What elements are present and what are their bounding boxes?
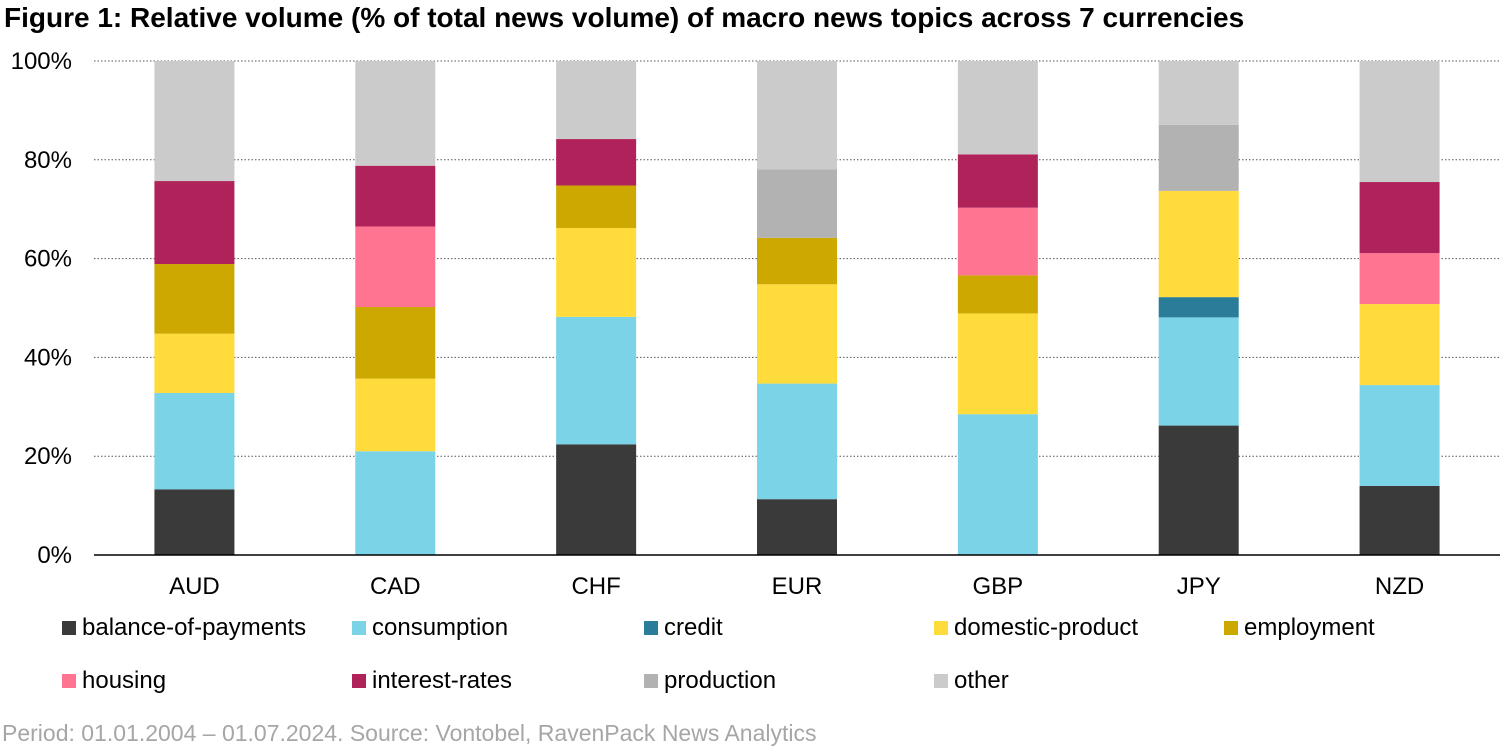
y-tick-label: 20% — [24, 443, 72, 470]
legend-swatch — [1224, 621, 1238, 635]
x-tick-label: GBP — [973, 573, 1024, 600]
bar-chf-consumption — [556, 316, 637, 445]
y-tick-label: 40% — [24, 344, 72, 371]
x-tick-label: CHF — [571, 573, 620, 600]
bar-cad-consumption — [355, 451, 436, 555]
bar-cad-domestic-product — [355, 378, 436, 452]
bar-aud-domestic-product — [154, 333, 235, 393]
y-tick-label: 80% — [24, 147, 72, 174]
bar-chf-interest-rates — [556, 139, 637, 186]
bar-nzd-other — [1359, 61, 1440, 183]
bar-cad-other — [355, 61, 436, 166]
bar-jpy-balance-of-payments — [1158, 425, 1239, 555]
legend-label: balance-of-payments — [82, 614, 307, 641]
bar-jpy-credit — [1158, 297, 1239, 318]
legend-item-domestic-product: domestic-product — [934, 614, 1138, 642]
legend-label: interest-rates — [372, 667, 513, 694]
legend-item-employment: employment — [1224, 614, 1375, 642]
legend-item-balance-of-payments: balance-of-payments — [62, 614, 306, 642]
legend-label: housing — [82, 667, 167, 694]
x-tick-label: EUR — [772, 573, 823, 600]
bar-eur-domestic-product — [757, 284, 837, 384]
legend-item-credit: credit — [644, 614, 723, 642]
x-tick-label: AUD — [169, 573, 220, 600]
legend-item-other: other — [934, 667, 1009, 695]
bar-cad-housing — [355, 226, 436, 308]
bar-eur-consumption — [757, 383, 837, 500]
y-tick-label: 60% — [24, 246, 72, 273]
legend-item-housing: housing — [62, 667, 166, 695]
bar-nzd-balance-of-payments — [1359, 485, 1440, 555]
bar-nzd-interest-rates — [1359, 182, 1440, 254]
bar-aud-other — [154, 61, 235, 182]
source-note: Period: 01.01.2004 – 01.07.2024. Source:… — [2, 720, 817, 746]
legend-label: domestic-product — [954, 614, 1139, 641]
bar-chf-balance-of-payments — [556, 444, 637, 555]
legend-label: credit — [664, 614, 723, 641]
legend-label: other — [954, 667, 1009, 694]
legend-item-interest-rates: interest-rates — [352, 667, 512, 695]
legend-swatch — [352, 621, 366, 635]
bar-chf-other — [556, 61, 637, 140]
bar-nzd-consumption — [1359, 385, 1440, 486]
bar-nzd-domestic-product — [1359, 304, 1440, 386]
bar-aud-employment — [154, 264, 235, 334]
bar-jpy-other — [1158, 61, 1239, 125]
bar-aud-consumption — [154, 392, 235, 490]
legend-swatch — [934, 674, 948, 688]
legend-swatch — [62, 621, 76, 635]
legend-swatch — [934, 621, 948, 635]
bar-eur-production — [757, 169, 837, 238]
x-tick-label: NZD — [1375, 573, 1424, 600]
bar-cad-interest-rates — [355, 165, 436, 227]
bar-gbp-consumption — [957, 414, 1038, 555]
legend-label: production — [664, 667, 777, 694]
bar-jpy-consumption — [1158, 317, 1239, 426]
x-tick-label: CAD — [370, 573, 421, 600]
legend-swatch — [644, 674, 658, 688]
stacked-bar-chart: 0% 20% 40% 60% 80% 100% AUD CAD CHF EUR GBP JPY NZD — [11, 48, 1500, 600]
legend-item-production: production — [644, 667, 776, 695]
bar-aud-interest-rates — [154, 181, 235, 265]
bar-chf-employment — [556, 185, 637, 228]
x-tick-label: JPY — [1177, 573, 1221, 600]
bar-gbp-employment — [957, 275, 1038, 314]
bar-chf-domestic-product — [556, 227, 637, 317]
legend-item-consumption: consumption — [352, 614, 508, 642]
bar-gbp-housing — [957, 207, 1038, 276]
y-tick-label: 100% — [11, 48, 72, 75]
bar-eur-employment — [757, 237, 837, 285]
chart-title: Figure 1: Relative volume (% of total ne… — [4, 2, 1245, 33]
legend-swatch — [644, 621, 658, 635]
y-tick-label: 0% — [37, 542, 72, 569]
bar-jpy-production — [1158, 124, 1239, 191]
bar-gbp-domestic-product — [957, 313, 1038, 415]
bar-aud-balance-of-payments — [154, 489, 235, 555]
legend-label: consumption — [372, 614, 509, 641]
legend-label: employment — [1244, 614, 1375, 641]
bar-nzd-housing — [1359, 253, 1440, 305]
legend-swatch — [62, 674, 76, 688]
bar-eur-balance-of-payments — [757, 499, 837, 555]
bar-gbp-other — [957, 61, 1038, 155]
legend-swatch — [352, 674, 366, 688]
bar-gbp-interest-rates — [957, 154, 1038, 208]
bar-cad-employment — [355, 307, 436, 379]
bar-eur-other — [757, 61, 837, 170]
bar-jpy-domestic-product — [1158, 190, 1239, 298]
